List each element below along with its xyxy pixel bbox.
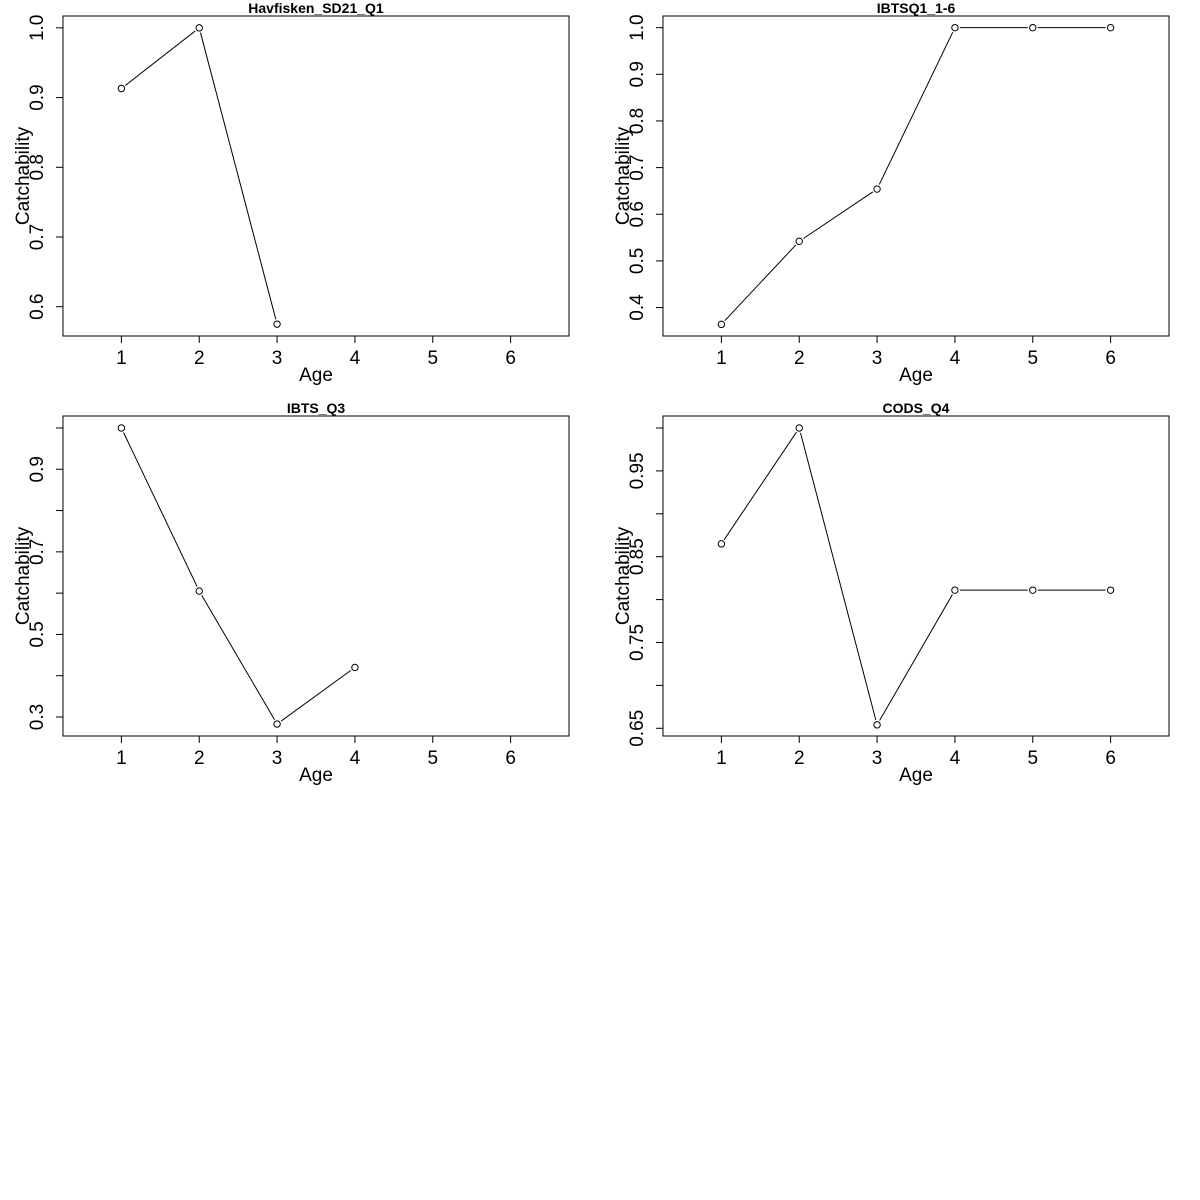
- x-tick-label: 3: [872, 748, 883, 769]
- x-tick-label: 5: [1027, 348, 1038, 369]
- y-tick-label: 0.7: [627, 154, 648, 180]
- chart-panel-cods-q4: CODS_Q4 Age Catchability 1 2 3 4 5 6 0.65 0.75 0…: [613, 400, 1170, 786]
- data-point: [795, 237, 803, 246]
- chart-title: Havfisken_SD21_Q1: [248, 0, 384, 16]
- y-tick-label: 0.75: [627, 624, 648, 661]
- x-tick-label: 2: [194, 348, 205, 369]
- y-tick-label: 0.7: [27, 224, 48, 250]
- data-point: [117, 84, 126, 93]
- x-tick-label: 6: [1105, 748, 1116, 769]
- y-tick-label: 0.85: [627, 538, 648, 575]
- series-line-segment: [125, 30, 196, 86]
- data-point: [273, 720, 281, 728]
- y-tick-label: 0.9: [27, 84, 48, 110]
- plot-frame: [662, 415, 1170, 737]
- data-point: [951, 586, 959, 594]
- data-point: [1106, 586, 1115, 594]
- series-line-segment: [724, 244, 797, 322]
- data-point: [351, 663, 359, 672]
- series-line-segment: [123, 432, 198, 587]
- x-tick-label: 1: [116, 348, 127, 369]
- y-tick-label: 0.95: [627, 452, 648, 489]
- y-axis-label: Catchability: [613, 526, 634, 625]
- data-point: [873, 721, 881, 729]
- x-axis-label: Age: [299, 365, 333, 386]
- y-tick-label: 0.5: [27, 621, 48, 647]
- data-point: [1029, 586, 1037, 594]
- x-tick-label: 4: [950, 348, 961, 369]
- y-tick-label: 0.9: [627, 61, 648, 87]
- series-line-segment: [723, 431, 797, 540]
- x-axis-label: Age: [299, 765, 333, 786]
- data-point: [117, 424, 126, 432]
- x-tick-label: 4: [950, 748, 961, 769]
- chart-panel-havfisken: Havfisken_SD21_Q1 Age Catchability 1 2 3 4 5…: [13, 0, 570, 386]
- data-point: [195, 587, 203, 595]
- y-axis-label: Catchability: [613, 126, 634, 225]
- x-tick-label: 4: [350, 748, 361, 769]
- y-tick-label: 0.4: [627, 294, 648, 321]
- x-tick-label: 6: [505, 348, 516, 369]
- data-point: [951, 23, 959, 32]
- data-point: [717, 320, 726, 329]
- y-tick-label: 0.65: [627, 710, 648, 747]
- x-tick-label: 1: [716, 748, 727, 769]
- y-tick-label: 0.8: [627, 108, 648, 134]
- chart-title: IBTSQ1_1-6: [877, 0, 956, 16]
- x-tick-label: 1: [116, 748, 127, 769]
- y-tick-label: 0.5: [627, 248, 648, 274]
- x-tick-label: 3: [872, 348, 883, 369]
- x-tick-label: 5: [427, 348, 438, 369]
- x-tick-label: 5: [427, 748, 438, 769]
- series-line-segment: [803, 191, 874, 239]
- series-line-segment: [200, 32, 277, 320]
- x-tick-label: 3: [272, 348, 283, 369]
- y-tick-label: 0.7: [27, 539, 48, 565]
- y-axis-label: Catchability: [13, 526, 34, 625]
- data-point: [795, 424, 803, 432]
- y-axis-label: Catchability: [13, 126, 34, 225]
- y-tick-label: 0.8: [27, 154, 48, 180]
- data-point: [195, 24, 203, 32]
- x-axis-label: Age: [899, 765, 933, 786]
- plot-frame: [62, 15, 570, 337]
- series-line-segment: [800, 432, 877, 721]
- data-point: [1106, 23, 1115, 32]
- data-point: [1029, 23, 1037, 32]
- y-tick-label: 1.0: [27, 15, 48, 41]
- series-line-segment: [201, 595, 275, 720]
- x-axis-label: Age: [899, 365, 933, 386]
- series-line-segment: [280, 669, 352, 722]
- chart-panel-ibts-q3: IBTS_Q3 Age Catchability 1 2 3 4 5 6 0.3 0.5 0.7…: [13, 400, 570, 786]
- x-tick-label: 2: [794, 748, 805, 769]
- data-point: [873, 185, 881, 193]
- y-tick-label: 0.3: [27, 704, 48, 730]
- y-tick-label: 0.9: [27, 456, 48, 482]
- series-line-segment: [879, 594, 953, 721]
- series-line-segment: [878, 31, 954, 185]
- y-tick-label: 1.0: [627, 14, 648, 40]
- chart-title: IBTS_Q3: [287, 400, 346, 416]
- x-tick-label: 6: [505, 748, 516, 769]
- y-tick-label: 0.6: [27, 294, 48, 320]
- chart-panel-ibtsq1: IBTSQ1_1-6 Age Catchability 1 2 3 4 5 6 0.4 0.5…: [613, 0, 1170, 386]
- x-tick-label: 5: [1027, 748, 1038, 769]
- plot-frame: [662, 15, 1170, 337]
- data-point: [717, 540, 726, 548]
- y-tick-label: 0.6: [627, 201, 648, 227]
- data-point: [273, 320, 281, 328]
- x-tick-label: 4: [350, 348, 361, 369]
- x-tick-label: 2: [794, 348, 805, 369]
- x-tick-label: 6: [1105, 348, 1116, 369]
- x-tick-label: 2: [194, 748, 205, 769]
- chart-title: CODS_Q4: [883, 400, 950, 416]
- x-tick-label: 1: [716, 348, 727, 369]
- x-tick-label: 3: [272, 748, 283, 769]
